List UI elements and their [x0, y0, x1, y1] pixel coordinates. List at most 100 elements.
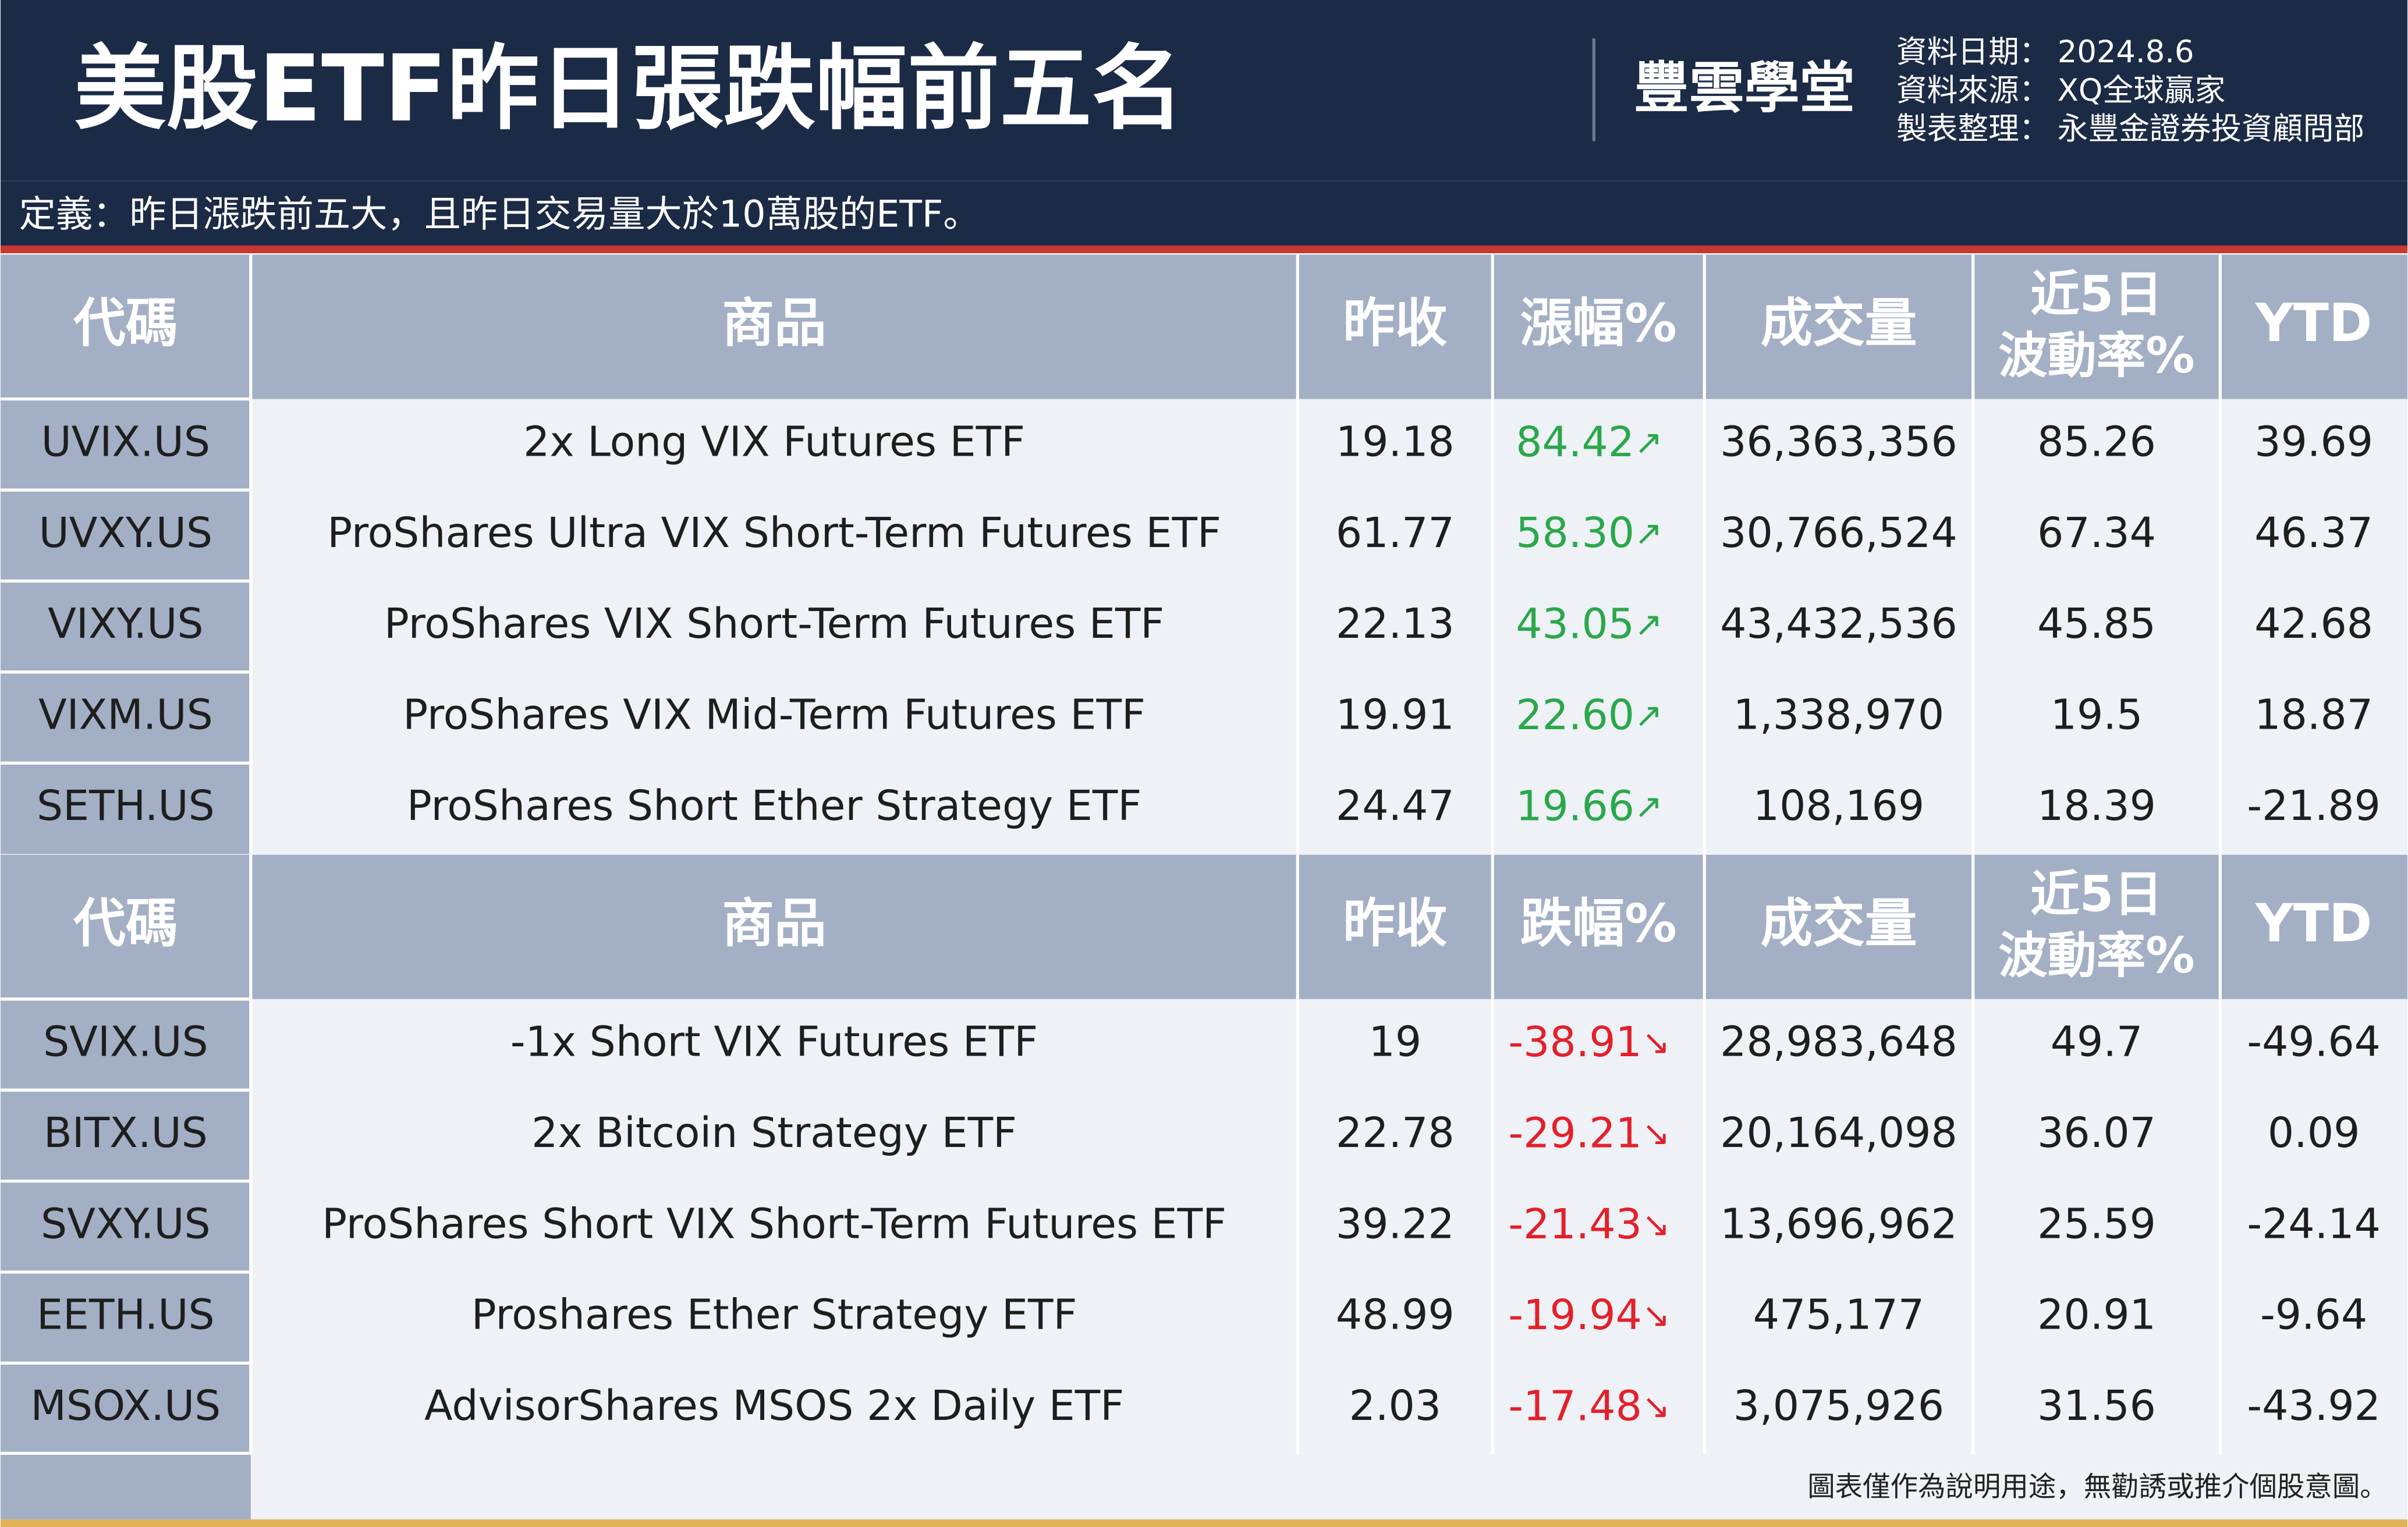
- change-value: -19.94: [1508, 1291, 1641, 1339]
- cell: 19.91: [1336, 691, 1455, 739]
- column-header: 昨收: [1343, 293, 1447, 354]
- column-header: 漲幅%: [1520, 293, 1677, 354]
- change-value: 84.42: [1516, 417, 1634, 466]
- column-header: 波動率%: [1998, 327, 2195, 384]
- column-header: 昨收: [1343, 893, 1447, 954]
- code-cell: [0, 999, 251, 1091]
- product: 2x Bitcoin Strategy ETF: [531, 1109, 1017, 1157]
- cell: 20,164,098: [1720, 1109, 1957, 1157]
- change-cell: -17.48↘: [1508, 1382, 1670, 1430]
- code-cell: [0, 1363, 251, 1454]
- column-header: YTD: [2255, 293, 2372, 354]
- cell: 0.09: [2268, 1109, 2360, 1157]
- column-header: 近5日: [2030, 866, 2162, 923]
- column-header: 代碼: [73, 293, 178, 354]
- code: BITX.US: [44, 1109, 208, 1157]
- product: ProShares VIX Short-Term Futures ETF: [384, 599, 1164, 648]
- product: ProShares Short Ether Strategy ETF: [407, 782, 1142, 830]
- code-cell: [0, 490, 251, 581]
- change-cell: 84.42↗: [1516, 417, 1662, 466]
- change-value: 22.60: [1516, 691, 1634, 739]
- cell: 22.78: [1336, 1109, 1455, 1157]
- cell: 67.34: [2037, 509, 2156, 557]
- code: EETH.US: [37, 1291, 215, 1339]
- change-cell: 43.05↗: [1516, 599, 1662, 648]
- change-arrow: ↗: [1634, 605, 1663, 644]
- cell: 30,766,524: [1720, 509, 1957, 557]
- change-arrow: ↗: [1634, 695, 1663, 735]
- cell: 18.39: [2037, 782, 2156, 830]
- code: UVXY.US: [39, 509, 213, 557]
- change-cell: -19.94↘: [1508, 1291, 1670, 1339]
- change-arrow: ↗: [1634, 422, 1663, 462]
- cell: 42.68: [2254, 599, 2373, 648]
- cell: 19.18: [1336, 417, 1455, 466]
- cell: 61.77: [1336, 509, 1455, 557]
- change-arrow: ↘: [1642, 1205, 1671, 1244]
- column-header: 成交量: [1760, 293, 1917, 354]
- brand: 豐雲學堂: [1634, 56, 1855, 120]
- change-arrow: ↘: [1642, 1113, 1671, 1153]
- cell: -49.64: [2247, 1018, 2380, 1066]
- cell: 19: [1369, 1018, 1422, 1066]
- code-cell: [0, 399, 251, 491]
- cell: 22.13: [1336, 599, 1455, 648]
- cell: -21.89: [2247, 782, 2380, 830]
- code-cell: [0, 1181, 251, 1272]
- change-cell: 19.66↗: [1516, 782, 1662, 830]
- change-value: -17.48: [1508, 1382, 1641, 1430]
- cell: 49.7: [2051, 1018, 2143, 1066]
- info-label: 資料日期：: [1896, 34, 2050, 70]
- column-header: 近5日: [2030, 266, 2162, 323]
- product: -1x Short VIX Futures ETF: [510, 1018, 1038, 1066]
- cell: -43.92: [2247, 1382, 2380, 1430]
- cell: 25.59: [2037, 1199, 2156, 1248]
- change-value: 58.30: [1516, 509, 1634, 557]
- cell: 31.56: [2037, 1382, 2156, 1430]
- code: UVIX.US: [41, 417, 211, 466]
- cell: 3,075,926: [1733, 1382, 1944, 1430]
- column-header: 波動率%: [1998, 927, 2195, 984]
- definition-band: [0, 181, 2408, 246]
- code-cell: [0, 672, 251, 764]
- definition: 定義：昨日漲跌前五大，且昨日交易量大於10萬股的ETF。: [19, 192, 980, 235]
- product: ProShares Ultra VIX Short-Term Futures E…: [327, 509, 1221, 557]
- header-band: [0, 0, 2408, 182]
- code-cell: [0, 763, 251, 854]
- info-label: 製表整理：: [1896, 111, 2050, 147]
- column-header: 成交量: [1760, 893, 1917, 954]
- info-label: 資料來源：: [1896, 73, 2050, 108]
- info-value: XQ全球贏家: [2058, 73, 2226, 108]
- code-cell: [0, 1453, 251, 1519]
- code: VIXM.US: [38, 691, 213, 739]
- cell: -9.64: [2260, 1291, 2367, 1339]
- change-cell: -21.43↘: [1508, 1199, 1670, 1248]
- cell: 45.85: [2037, 599, 2156, 648]
- column-header: 商品: [722, 293, 826, 354]
- change-value: -21.43: [1508, 1199, 1641, 1248]
- info-value: 永豐金證券投資顧問部: [2058, 111, 2364, 147]
- column-header: 跌幅%: [1520, 893, 1677, 954]
- change-cell: 22.60↗: [1516, 691, 1662, 739]
- cell: 85.26: [2037, 417, 2156, 466]
- cell: 46.37: [2254, 509, 2373, 557]
- product: AdvisorShares MSOS 2x Daily ETF: [424, 1382, 1124, 1430]
- cell: 13,696,962: [1720, 1199, 1957, 1248]
- product: Proshares Ether Strategy ETF: [471, 1291, 1077, 1339]
- change-arrow: ↘: [1642, 1022, 1671, 1062]
- product: ProShares Short VIX Short-Term Futures E…: [322, 1199, 1226, 1248]
- cell: 19.5: [2051, 691, 2143, 739]
- header-row: [0, 254, 2408, 399]
- change-arrow: ↘: [1642, 1387, 1671, 1426]
- title: 美股ETF昨日張跌幅前五名: [75, 35, 1184, 143]
- change-cell: -29.21↘: [1508, 1109, 1670, 1157]
- cell: 39.69: [2254, 417, 2373, 466]
- code: SETH.US: [37, 782, 215, 830]
- code: VIXY.US: [48, 599, 203, 648]
- change-cell: 58.30↗: [1516, 509, 1662, 557]
- cell: 1,338,970: [1733, 691, 1944, 739]
- cell: 28,983,648: [1720, 1018, 1957, 1066]
